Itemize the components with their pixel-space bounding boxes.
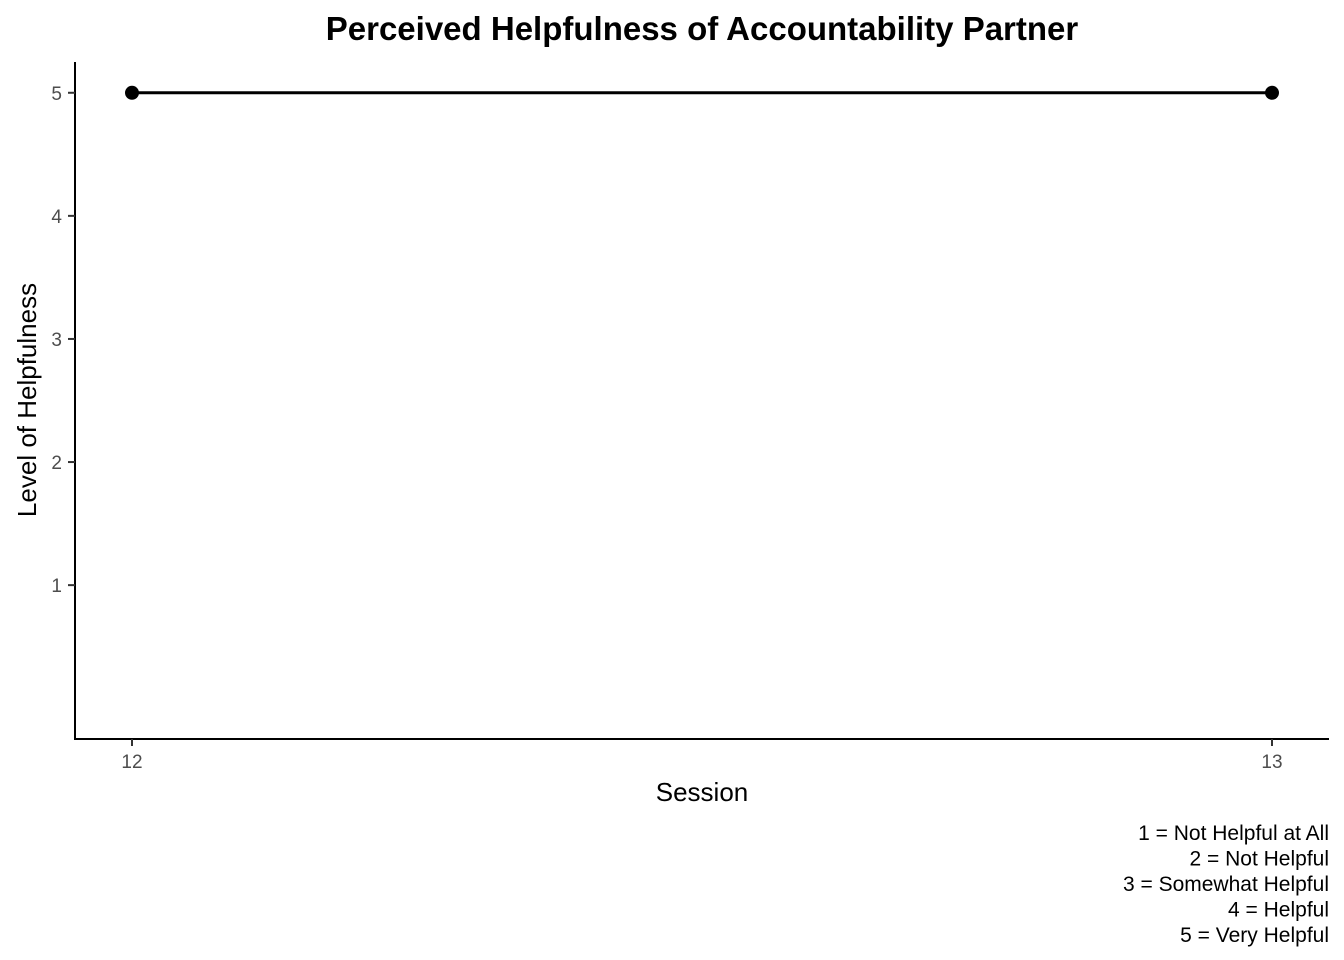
caption-line: 5 = Very Helpful: [1180, 924, 1329, 947]
data-point: [1265, 85, 1279, 100]
y-tick-label: 2: [51, 453, 62, 474]
data-point: [125, 85, 139, 100]
series-layer: [125, 85, 1279, 100]
caption-line: 1 = Not Helpful at All: [1138, 822, 1329, 845]
y-axis-title: Level of Helpfulness: [12, 283, 42, 517]
x-axis-title: Session: [656, 777, 749, 807]
x-axis-ticks: 12 13: [121, 739, 1283, 773]
y-tick-label: 5: [51, 84, 62, 105]
y-tick-label: 4: [51, 207, 62, 228]
caption-line: 4 = Helpful: [1228, 899, 1329, 922]
y-tick-label: 1: [51, 576, 62, 597]
caption-line: 3 = Somewhat Helpful: [1123, 873, 1329, 896]
chart-title: Perceived Helpfulness of Accountability …: [326, 10, 1079, 47]
x-tick-label: 12: [121, 752, 142, 773]
caption-line: 2 = Not Helpful: [1190, 848, 1330, 871]
y-axis-ticks: 1 2 3 4 5: [51, 84, 75, 597]
x-tick-label: 13: [1261, 752, 1282, 773]
y-tick-label: 3: [51, 330, 62, 351]
